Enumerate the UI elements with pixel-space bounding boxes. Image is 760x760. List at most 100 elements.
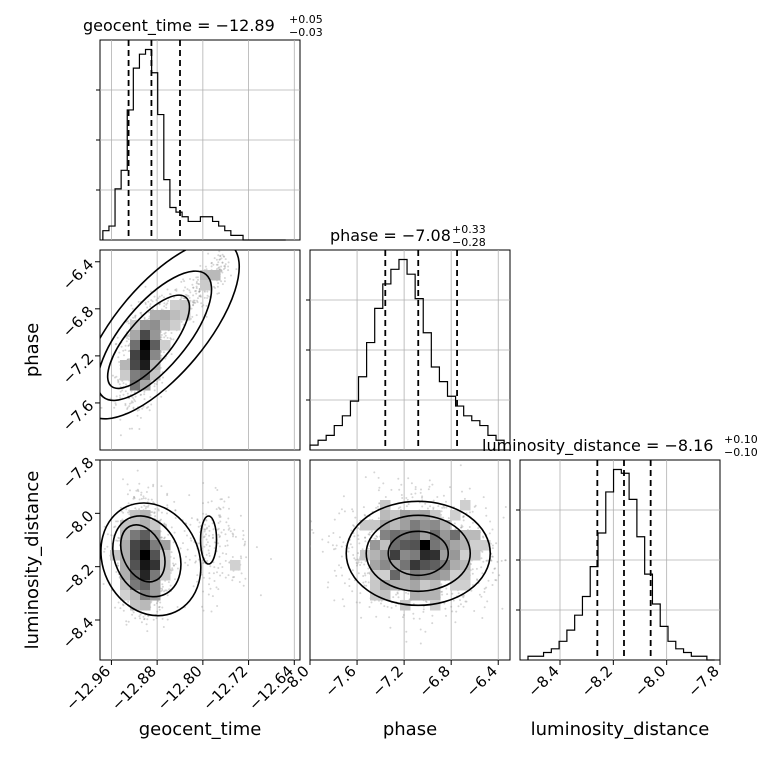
sample-point xyxy=(225,521,228,524)
density-cell xyxy=(140,350,151,361)
sample-point xyxy=(160,536,163,539)
sample-point xyxy=(382,482,385,485)
contour-line xyxy=(365,514,472,593)
sample-point xyxy=(396,592,399,595)
density-cell xyxy=(150,370,161,381)
sample-point xyxy=(164,589,167,592)
sample-point xyxy=(207,501,210,504)
sample-point xyxy=(356,562,359,565)
sample-point xyxy=(149,305,152,308)
sample-point xyxy=(226,539,229,542)
sample-point xyxy=(132,611,135,614)
sample-point xyxy=(174,563,177,566)
sample-point xyxy=(198,290,201,293)
sample-point xyxy=(213,285,215,288)
sample-point xyxy=(170,353,173,356)
sample-point xyxy=(195,292,198,295)
sample-point xyxy=(366,572,369,575)
sample-point xyxy=(475,567,478,570)
density-cell xyxy=(390,540,401,551)
sample-point xyxy=(368,606,371,608)
y-tick-label: −6.8 xyxy=(59,302,97,340)
density-cell xyxy=(210,270,221,281)
sample-point xyxy=(357,534,360,537)
y-tick-label: −7.8 xyxy=(59,454,97,492)
density-cell xyxy=(140,600,151,611)
sample-point xyxy=(421,495,424,498)
sample-point xyxy=(222,506,225,509)
sample-point xyxy=(500,559,503,562)
sample-point xyxy=(242,534,245,537)
contour-line xyxy=(106,294,191,390)
sample-point xyxy=(122,511,125,514)
sample-point xyxy=(471,510,474,513)
sample-point xyxy=(114,402,117,405)
sample-point xyxy=(440,583,443,586)
sample-point xyxy=(164,357,167,360)
sample-point xyxy=(194,301,197,304)
title-luminosity-distance-plus: +0.10 xyxy=(724,433,758,446)
sample-point xyxy=(126,493,129,496)
density-layer xyxy=(100,250,510,645)
density-cell xyxy=(410,550,421,561)
sample-point xyxy=(119,390,122,393)
sample-point xyxy=(133,398,136,401)
density-cell xyxy=(400,570,411,581)
sample-point xyxy=(418,617,421,620)
sample-point xyxy=(143,390,146,393)
sample-point xyxy=(133,496,136,499)
sample-point xyxy=(376,505,379,508)
sample-point xyxy=(152,501,155,504)
sample-point xyxy=(163,590,165,593)
title-phase: phase = −7.08 xyxy=(330,226,451,245)
sample-point xyxy=(370,601,373,604)
density-gt-ld xyxy=(100,469,272,633)
sample-point xyxy=(451,610,454,613)
sample-point xyxy=(139,416,142,419)
sample-point xyxy=(364,536,367,539)
sample-point xyxy=(163,536,166,539)
sample-point xyxy=(137,490,140,493)
sample-point xyxy=(131,613,134,616)
sample-point xyxy=(491,544,494,547)
sample-point xyxy=(432,499,435,502)
density-cell xyxy=(150,360,161,371)
sample-point xyxy=(153,295,156,298)
sample-point xyxy=(192,286,195,289)
density-cell xyxy=(380,570,391,581)
sample-point xyxy=(196,276,199,279)
sample-point xyxy=(441,506,444,509)
density-cell xyxy=(410,530,421,541)
title-geocent-time-minus: −0.03 xyxy=(289,26,323,39)
sample-point xyxy=(160,350,163,353)
sample-point xyxy=(397,477,400,480)
histogram-layer xyxy=(102,40,715,661)
sample-point xyxy=(186,548,189,551)
density-cell xyxy=(140,560,151,571)
sample-point xyxy=(340,555,343,558)
y-tick-label: −7.2 xyxy=(59,350,97,388)
sample-point xyxy=(231,532,234,535)
sample-point xyxy=(491,555,494,558)
sample-point xyxy=(164,523,167,526)
sample-point xyxy=(176,606,179,608)
density-cell xyxy=(150,350,161,361)
sample-point xyxy=(482,496,485,499)
sample-point xyxy=(198,290,201,293)
sample-point xyxy=(398,488,401,491)
sample-point xyxy=(154,507,157,510)
sample-point xyxy=(196,299,198,302)
density-phase-ld xyxy=(310,464,510,645)
sample-point xyxy=(419,642,422,645)
sample-point xyxy=(424,600,427,603)
sample-point xyxy=(359,564,362,566)
sample-point xyxy=(504,559,507,562)
sample-point xyxy=(162,351,165,354)
sample-point xyxy=(134,315,137,318)
density-cell xyxy=(160,320,171,331)
sample-point xyxy=(142,497,145,500)
sample-point xyxy=(440,510,443,513)
sample-point xyxy=(360,616,363,619)
sample-point xyxy=(176,567,179,570)
sample-point xyxy=(223,265,226,268)
